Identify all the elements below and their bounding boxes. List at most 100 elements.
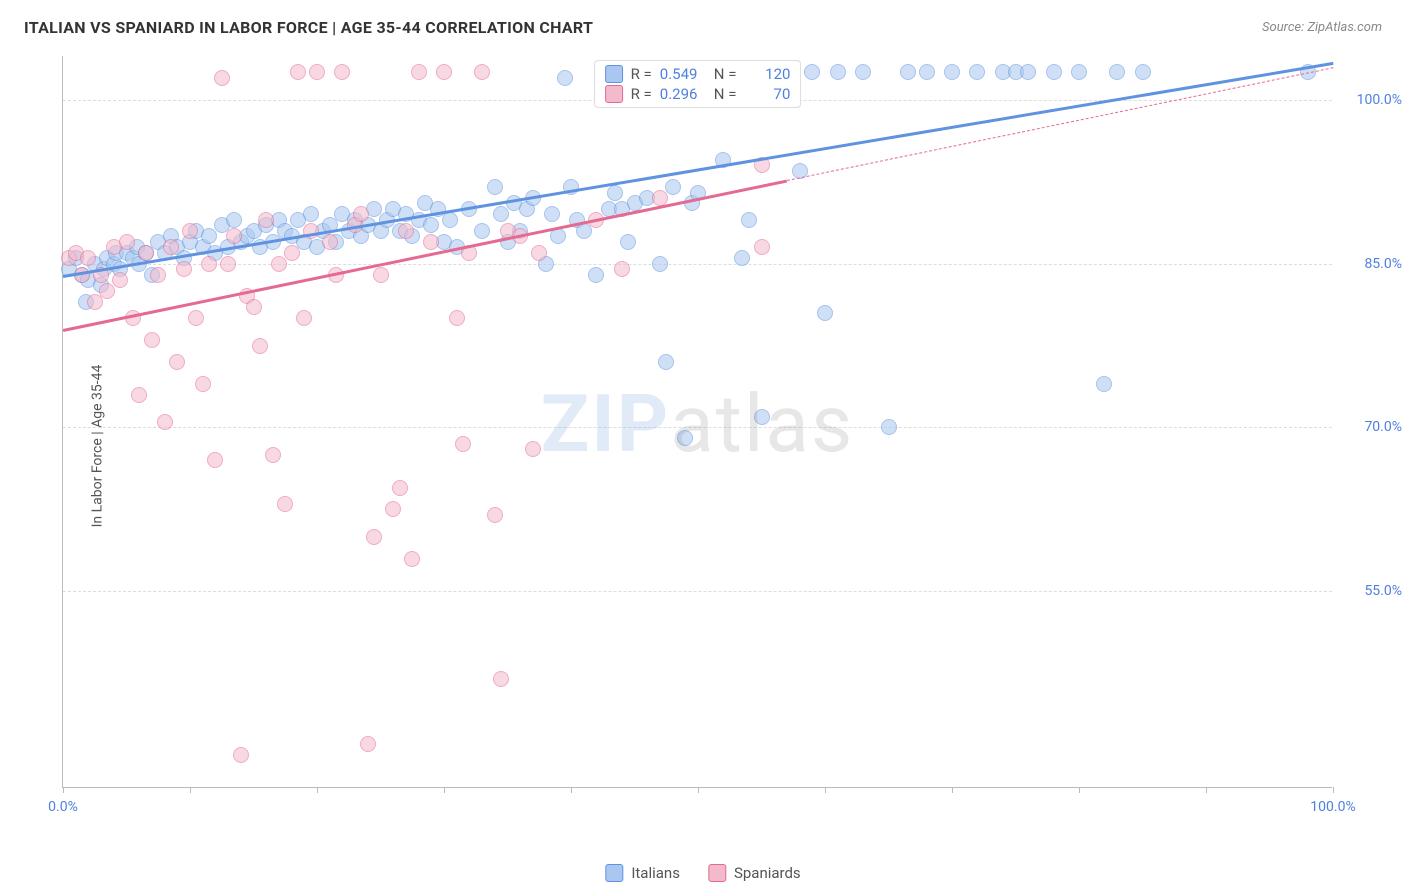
data-point bbox=[588, 267, 604, 283]
data-point bbox=[226, 228, 242, 244]
y-tick-label: 55.0% bbox=[1342, 583, 1402, 599]
data-point bbox=[366, 529, 382, 545]
legend-item[interactable]: Italians bbox=[605, 864, 680, 882]
r-value: 0.296 bbox=[660, 85, 706, 103]
data-point bbox=[157, 414, 173, 430]
data-point bbox=[449, 310, 465, 326]
data-point bbox=[322, 234, 338, 250]
legend-stat-row: R =0.549N =120 bbox=[605, 65, 791, 83]
x-tick-mark bbox=[63, 787, 64, 793]
data-point bbox=[754, 239, 770, 255]
chart-title: ITALIAN VS SPANIARD IN LABOR FORCE | AGE… bbox=[24, 18, 593, 37]
data-point bbox=[404, 551, 420, 567]
data-point bbox=[614, 261, 630, 277]
data-point bbox=[214, 70, 230, 86]
data-point bbox=[525, 441, 541, 457]
data-point bbox=[201, 256, 217, 272]
data-point bbox=[855, 64, 871, 80]
r-value: 0.549 bbox=[660, 65, 706, 83]
data-point bbox=[576, 223, 592, 239]
data-point bbox=[201, 228, 217, 244]
data-point bbox=[176, 261, 192, 277]
data-point bbox=[620, 234, 636, 250]
data-point bbox=[658, 354, 674, 370]
data-point bbox=[373, 267, 389, 283]
data-point bbox=[531, 245, 547, 261]
data-point bbox=[1096, 376, 1112, 392]
data-point bbox=[296, 310, 312, 326]
data-point bbox=[442, 212, 458, 228]
data-point bbox=[493, 206, 509, 222]
chart-plot-area: ZIPatlas R =0.549N =120R =0.296N =70 55.… bbox=[62, 56, 1332, 788]
data-point bbox=[131, 387, 147, 403]
n-label: N = bbox=[714, 65, 737, 83]
data-point bbox=[817, 305, 833, 321]
x-tick-mark bbox=[698, 787, 699, 793]
data-point bbox=[607, 185, 623, 201]
data-point bbox=[969, 64, 985, 80]
x-tick-label: 0.0% bbox=[48, 799, 78, 815]
data-point bbox=[423, 234, 439, 250]
data-point bbox=[277, 496, 293, 512]
data-point bbox=[360, 736, 376, 752]
legend-swatch bbox=[605, 65, 623, 83]
n-value: 70 bbox=[744, 85, 790, 103]
data-point bbox=[741, 212, 757, 228]
data-point bbox=[652, 256, 668, 272]
x-tick-mark bbox=[190, 787, 191, 793]
x-tick-mark bbox=[1206, 787, 1207, 793]
data-point bbox=[112, 272, 128, 288]
gridline-h bbox=[63, 264, 1332, 265]
data-point bbox=[353, 206, 369, 222]
data-point bbox=[309, 64, 325, 80]
data-point bbox=[944, 64, 960, 80]
n-value: 120 bbox=[744, 65, 790, 83]
n-label: N = bbox=[714, 85, 737, 103]
data-point bbox=[1046, 64, 1062, 80]
x-tick-mark bbox=[317, 787, 318, 793]
data-point bbox=[138, 245, 154, 261]
data-point bbox=[411, 64, 427, 80]
legend-stat-row: R =0.296N =70 bbox=[605, 85, 791, 103]
data-point bbox=[119, 234, 135, 250]
data-point bbox=[80, 250, 96, 266]
x-tick-mark bbox=[444, 787, 445, 793]
data-point bbox=[303, 206, 319, 222]
data-point bbox=[258, 212, 274, 228]
data-point bbox=[487, 507, 503, 523]
data-point bbox=[392, 480, 408, 496]
legend-item[interactable]: Spaniards bbox=[708, 864, 801, 882]
data-point bbox=[474, 223, 490, 239]
data-point bbox=[398, 223, 414, 239]
data-point bbox=[544, 206, 560, 222]
data-point bbox=[144, 332, 160, 348]
data-point bbox=[265, 447, 281, 463]
data-point bbox=[195, 376, 211, 392]
x-tick-label: 100.0% bbox=[1310, 799, 1355, 815]
legend-label: Spaniards bbox=[734, 864, 801, 882]
data-point bbox=[1109, 64, 1125, 80]
legend-swatch bbox=[605, 85, 623, 103]
data-point bbox=[881, 419, 897, 435]
data-point bbox=[99, 283, 115, 299]
source-link[interactable]: ZipAtlas.com bbox=[1307, 20, 1382, 35]
gridline-h bbox=[63, 591, 1332, 592]
watermark: ZIPatlas bbox=[541, 376, 854, 470]
data-point bbox=[252, 338, 268, 354]
legend-swatch bbox=[605, 864, 623, 882]
data-point bbox=[557, 70, 573, 86]
data-point bbox=[919, 64, 935, 80]
data-point bbox=[455, 436, 471, 452]
x-tick-mark bbox=[1333, 787, 1334, 793]
data-point bbox=[754, 409, 770, 425]
gridline-h bbox=[63, 427, 1332, 428]
data-point bbox=[900, 64, 916, 80]
data-point bbox=[271, 256, 287, 272]
x-tick-mark bbox=[825, 787, 826, 793]
legend-swatch bbox=[708, 864, 726, 882]
legend-label: Italians bbox=[631, 864, 680, 882]
data-point bbox=[1020, 64, 1036, 80]
data-point bbox=[804, 64, 820, 80]
data-point bbox=[734, 250, 750, 266]
x-tick-mark bbox=[1079, 787, 1080, 793]
